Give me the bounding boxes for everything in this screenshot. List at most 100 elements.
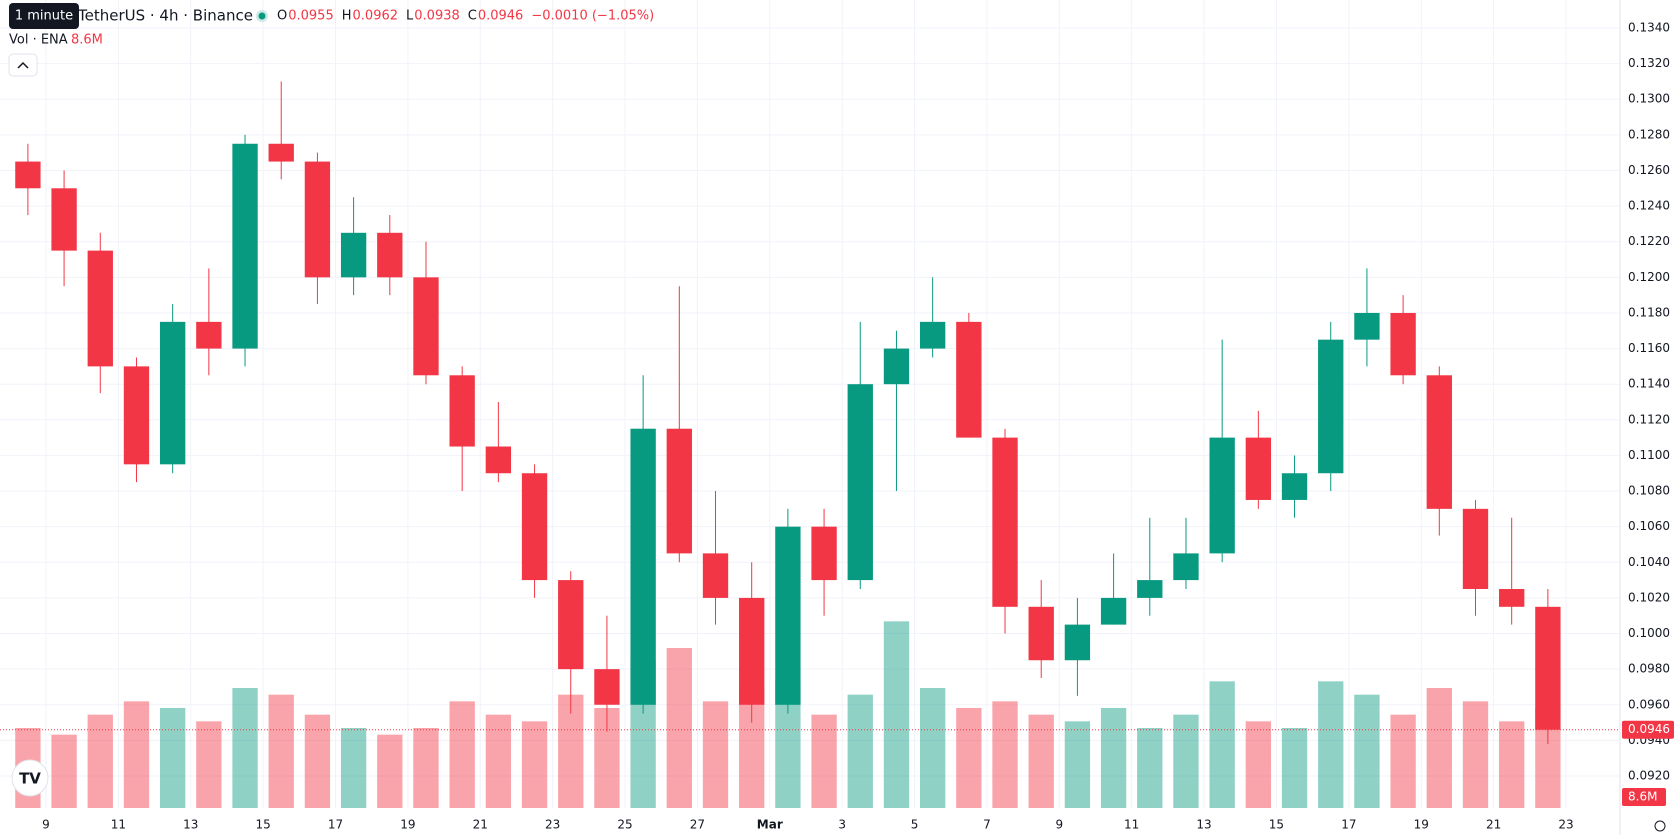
collapse-button[interactable] — [8, 53, 38, 77]
y-tick-label: 0.1160 — [1628, 341, 1670, 355]
ohlc-h: 0.0962 — [353, 9, 399, 24]
volume-bar — [51, 734, 77, 808]
y-tick-label: 0.0920 — [1628, 769, 1670, 783]
x-tick-label: 3 — [838, 818, 846, 832]
volume-bar — [1100, 708, 1127, 808]
candle-body — [919, 321, 946, 349]
candle-body — [1245, 437, 1272, 500]
settings-icon[interactable] — [1654, 820, 1666, 832]
volume-bar — [449, 701, 475, 808]
candle-body — [956, 321, 982, 438]
volume-bar — [1499, 721, 1525, 808]
candle-body — [1281, 473, 1308, 500]
last-price-tag — [1622, 720, 1674, 739]
candle-body — [1028, 606, 1054, 661]
candle-body — [521, 473, 548, 581]
candle-body — [1209, 437, 1235, 554]
volume-bar — [268, 694, 294, 808]
y-tick-label: 0.1180 — [1628, 305, 1670, 319]
candle-body — [992, 437, 1018, 607]
y-tick-label: 0.1320 — [1628, 56, 1670, 70]
volume-bar — [666, 648, 692, 808]
candle-body — [1173, 553, 1199, 581]
volume-bar — [159, 708, 186, 808]
volume-bar — [1209, 681, 1235, 808]
candle-body — [1426, 375, 1452, 509]
candle-body — [1064, 624, 1091, 661]
candle-body — [811, 526, 837, 581]
ohlc-c-label: C — [468, 9, 477, 24]
x-tick-label: 23 — [1558, 818, 1573, 832]
candle-body — [159, 321, 186, 465]
volume-bar — [992, 701, 1018, 808]
x-tick-label: 13 — [1196, 818, 1211, 832]
x-tick-label: 19 — [400, 818, 415, 832]
x-tick-label: 15 — [255, 818, 270, 832]
ohlc-l-label: L — [406, 9, 414, 24]
x-tick-label: 9 — [1055, 818, 1063, 832]
volume-legend-value: 8.6M — [71, 33, 103, 48]
ohlc-change: −0.0010 (−1.05%) — [531, 9, 654, 24]
candle-body — [775, 526, 801, 705]
volume-bar — [123, 701, 150, 808]
candle-body — [268, 143, 294, 162]
ohlc-c: 0.0946 — [478, 9, 524, 24]
y-tick-label: 0.1140 — [1628, 377, 1670, 391]
y-tick-label: 0.1260 — [1628, 163, 1670, 177]
ohlc-o-label: O — [277, 9, 287, 24]
x-tick-label: 27 — [690, 818, 705, 832]
logo[interactable] — [11, 759, 49, 797]
y-tick-label: 0.1060 — [1628, 519, 1670, 533]
candle-body — [196, 321, 222, 349]
candle-body — [449, 375, 475, 447]
volume-bar — [847, 694, 873, 808]
volume-bar — [1137, 728, 1163, 808]
candle-body — [51, 188, 77, 251]
volume-bar — [1354, 694, 1380, 808]
candle-body — [594, 669, 620, 705]
x-tick-label: 13 — [183, 818, 198, 832]
candle-body — [87, 250, 113, 367]
candle-body — [1499, 589, 1525, 607]
y-tick-label: 0.1300 — [1628, 92, 1670, 106]
logo-mark: TV — [19, 770, 41, 788]
volume-bar — [811, 714, 837, 808]
volume-bar — [1281, 728, 1308, 808]
volume-bar — [521, 721, 548, 808]
x-tick-label: 15 — [1269, 818, 1284, 832]
candle-body — [304, 161, 331, 278]
volume-bar — [1426, 688, 1452, 808]
candle-body — [847, 384, 873, 581]
y-tick-label: 0.1040 — [1628, 555, 1670, 569]
ohlc-legend: O 0.0955 H 0.0962 L 0.0938 C 0.0946 −0.0010 (−1.… — [277, 9, 654, 24]
collapse-icon — [17, 61, 29, 69]
volume-bar — [1028, 714, 1054, 808]
candle-body — [558, 580, 584, 670]
ohlc-o: 0.0955 — [288, 9, 334, 24]
volume-bar — [485, 714, 512, 808]
x-tick-label: 7 — [983, 818, 991, 832]
axes: 0.09200.09400.09600.09800.10000.10200.10… — [0, 21, 1674, 832]
last-price-label: 0.0946 — [1628, 722, 1670, 736]
volume-bar — [702, 701, 729, 808]
symbol-title: TetherUS · 4h · Binance — [77, 7, 253, 25]
candles — [15, 81, 1561, 744]
y-tick-label: 0.1020 — [1628, 590, 1670, 604]
x-tick-label: 21 — [1486, 818, 1501, 832]
volume-bar — [1245, 721, 1272, 808]
candle-body — [1535, 606, 1561, 730]
x-tick-label: 17 — [328, 818, 343, 832]
x-tick-label: 5 — [911, 818, 919, 832]
x-tick-label: 9 — [42, 818, 50, 832]
volume-bar — [413, 728, 439, 808]
volume-bar — [1318, 681, 1344, 808]
tooltip — [9, 3, 79, 29]
y-tick-label: 0.1080 — [1628, 484, 1670, 498]
status-dot — [258, 12, 266, 20]
volume-bar — [919, 688, 946, 808]
y-tick-label: 0.1200 — [1628, 270, 1670, 284]
y-tick-label: 0.0980 — [1628, 662, 1670, 676]
candle-body — [1462, 508, 1489, 589]
